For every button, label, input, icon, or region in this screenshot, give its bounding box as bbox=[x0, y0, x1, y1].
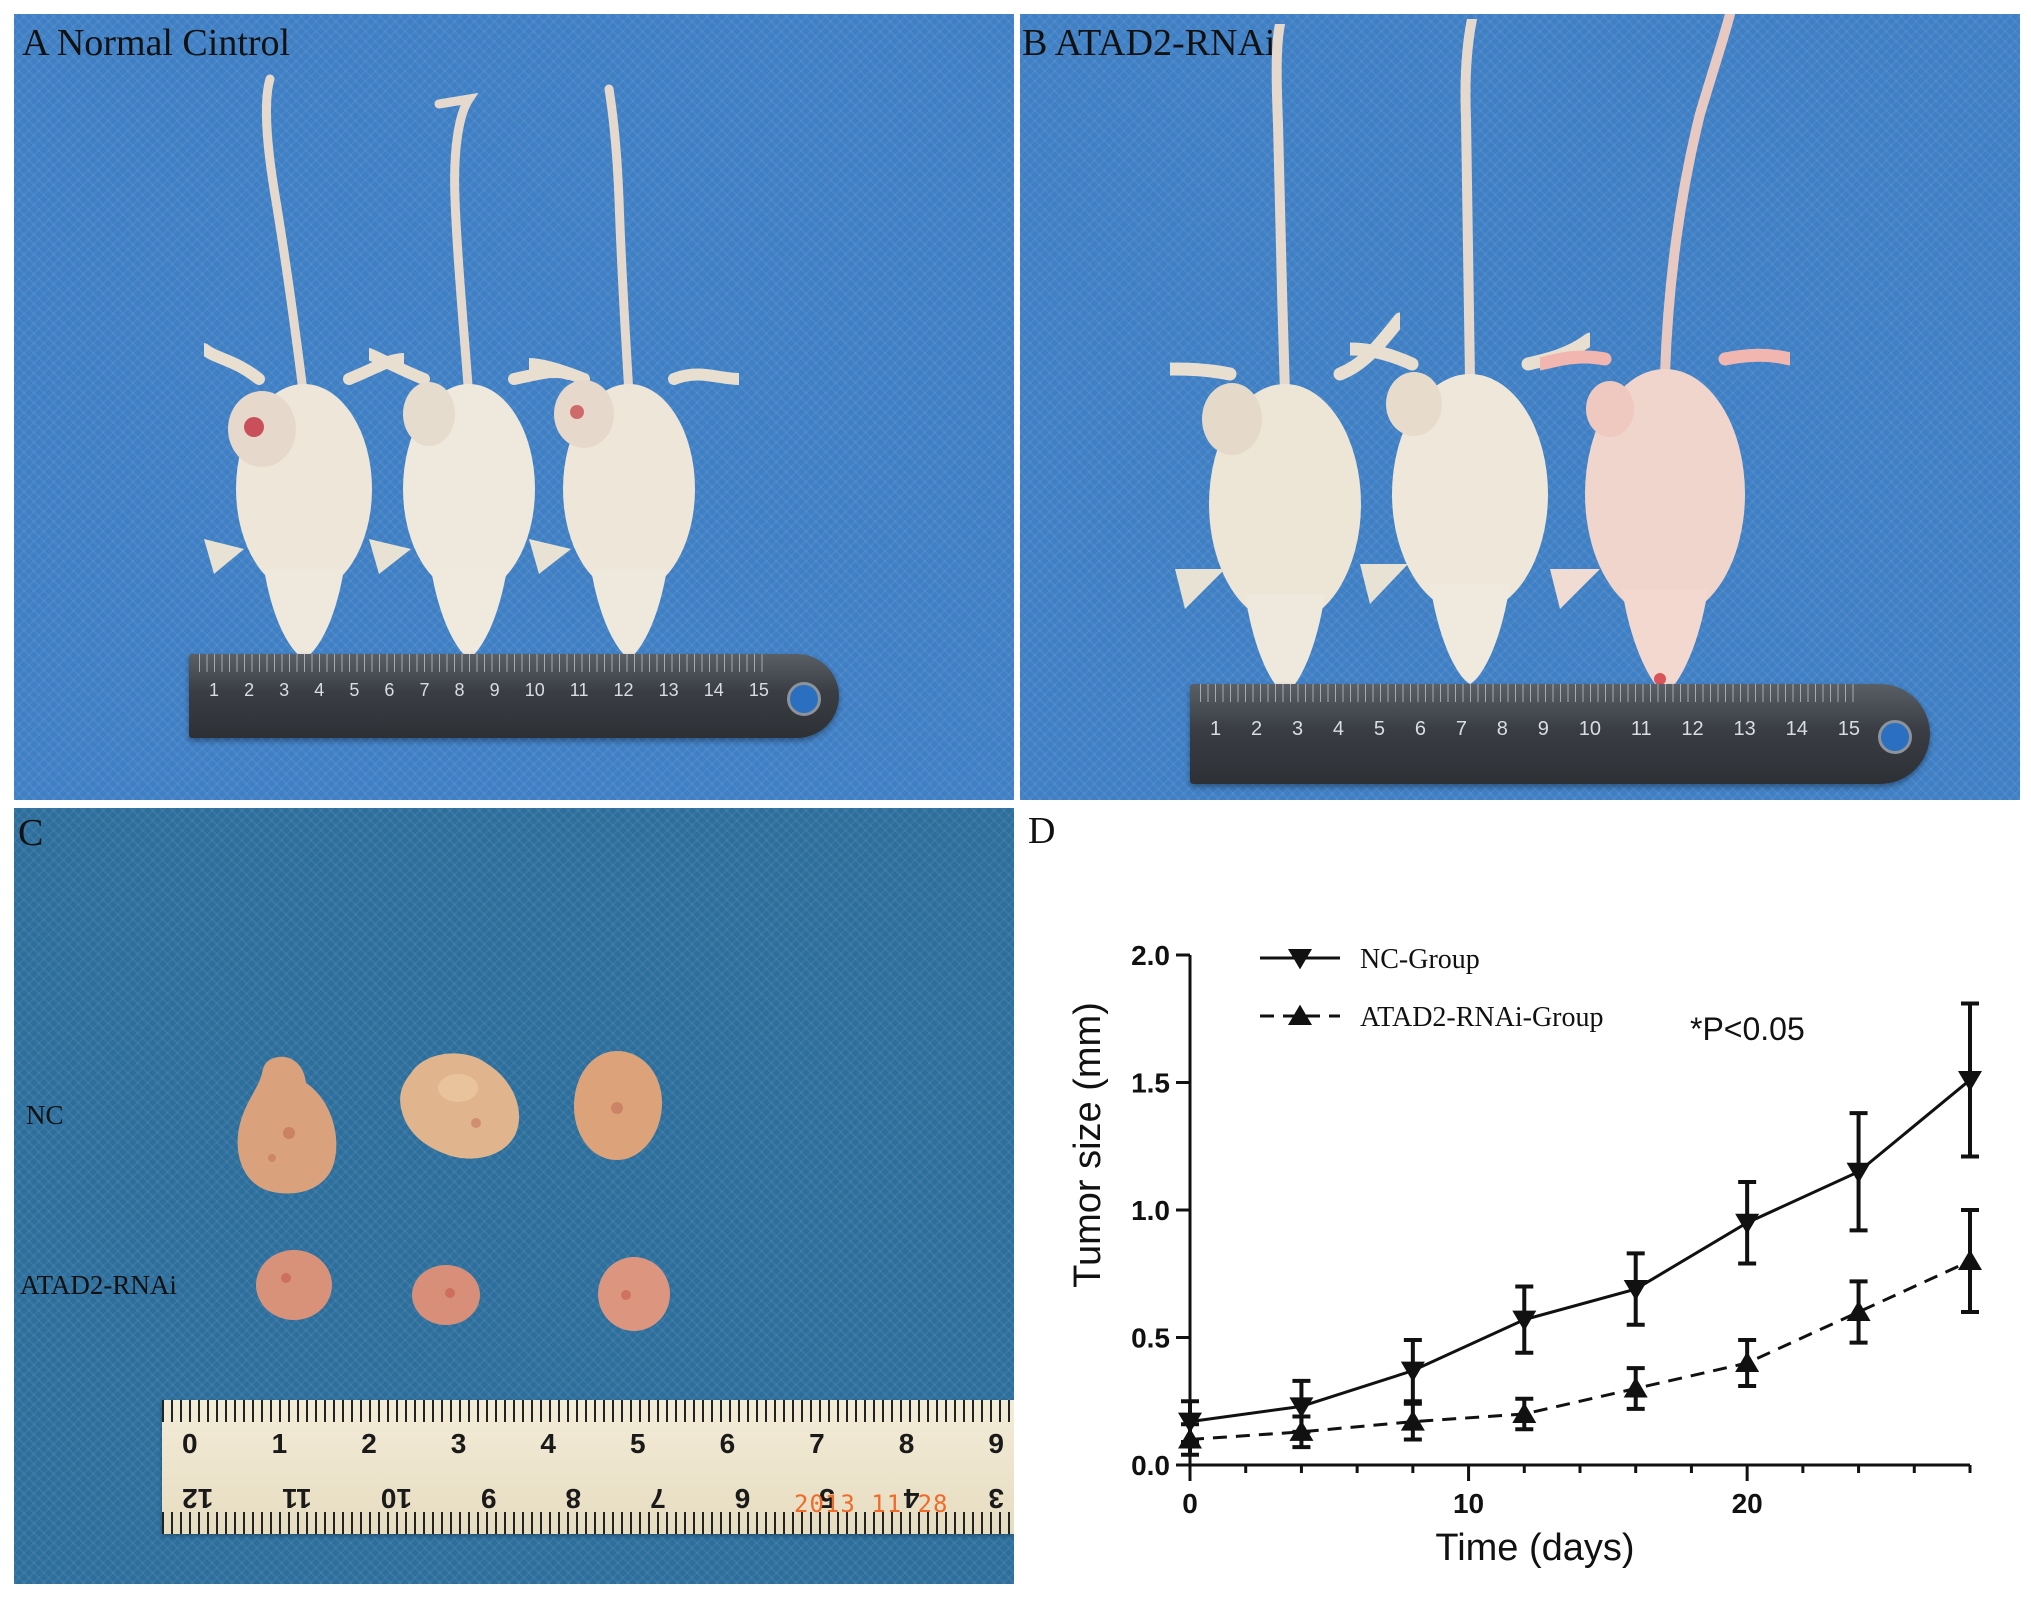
mouse-specimen bbox=[1170, 24, 1400, 694]
ruler-ticks bbox=[1200, 684, 1860, 702]
y-tick-label: 1.5 bbox=[1131, 1068, 1170, 1099]
x-tick-label: 10 bbox=[1453, 1488, 1484, 1519]
legend-label-nc: NC-Group bbox=[1360, 944, 1480, 975]
mouse-specimen bbox=[1350, 19, 1590, 689]
y-tick-label: 2.0 bbox=[1131, 940, 1170, 971]
panel-a-label: A Normal Cintrol bbox=[22, 22, 291, 64]
data-point-atad2 bbox=[1735, 1351, 1760, 1372]
data-point-nc bbox=[1623, 1280, 1648, 1301]
steel-ruler: 1 2 3 4 5 6 7 8 9 10 11 12 13 14 15 bbox=[1190, 684, 1930, 784]
data-point-nc bbox=[1846, 1162, 1871, 1184]
data-point-nc bbox=[1289, 1397, 1314, 1418]
y-tick-label: 0.0 bbox=[1131, 1450, 1170, 1481]
data-point-nc bbox=[1735, 1213, 1760, 1235]
panel-b-label: B ATAD2-RNAi bbox=[1022, 22, 1276, 64]
ruler-hole bbox=[1878, 720, 1912, 754]
tumor-atad2-2 bbox=[412, 1265, 480, 1325]
data-point-atad2 bbox=[1289, 1420, 1314, 1441]
x-tick-label: 20 bbox=[1732, 1488, 1763, 1519]
data-point-nc bbox=[1512, 1310, 1537, 1332]
tumor-nc-1 bbox=[237, 1056, 337, 1194]
date-stamp: 2013 11 28 bbox=[794, 1490, 949, 1518]
ruler-ticks-bottom bbox=[162, 1512, 1014, 1534]
series-layer bbox=[1178, 1001, 1982, 1457]
panel-b-photo: B ATAD2-RNAi bbox=[1020, 14, 2020, 800]
y-tick-label: 0.5 bbox=[1131, 1323, 1170, 1354]
data-point-atad2 bbox=[1958, 1249, 1982, 1270]
panel-a-photo: A Normal Cintrol bbox=[14, 14, 1014, 800]
data-point-atad2 bbox=[1512, 1402, 1537, 1423]
legend-marker-nc bbox=[1288, 949, 1312, 970]
panel-d-label: D bbox=[1028, 810, 1056, 852]
ruler-numbers: 1 2 3 4 5 6 7 8 9 10 11 12 13 14 15 bbox=[1210, 718, 1860, 740]
ruler-ticks-top bbox=[162, 1400, 1014, 1422]
mouse-specimen bbox=[369, 89, 569, 659]
data-point-nc bbox=[1400, 1361, 1425, 1383]
x-axis-label: Time (days) bbox=[1435, 1527, 1634, 1569]
legend-label-atad2: ATAD2-RNAi-Group bbox=[1360, 1002, 1604, 1033]
row-label-atad2-rnai: ATAD2-RNAi bbox=[20, 1270, 177, 1300]
legend-marker-atad2 bbox=[1288, 1004, 1312, 1025]
ruler-hole bbox=[787, 682, 821, 716]
tumor-nc-2 bbox=[400, 1053, 520, 1159]
mouse-specimen bbox=[529, 79, 739, 659]
mouse-specimen bbox=[204, 69, 404, 659]
tumor-nc-3 bbox=[574, 1051, 662, 1160]
tumor-growth-chart: 0.0 0.5 1.0 1.5 2.0 0 10 20 NC-Group ATAD2-RNAi-… bbox=[1067, 940, 1982, 1569]
panel-c-label: C bbox=[18, 812, 44, 854]
ruler-ticks bbox=[199, 654, 769, 672]
mouse-specimen bbox=[1540, 14, 1790, 694]
axes: 0.0 0.5 1.0 1.5 2.0 0 10 20 bbox=[1131, 940, 1972, 1519]
legend: NC-Group ATAD2-RNAi-Group bbox=[1260, 944, 1604, 1033]
ruler-numbers: 1 2 3 4 5 6 7 8 9 10 11 12 13 14 15 bbox=[209, 680, 769, 700]
significance-annotation: *P<0.05 bbox=[1690, 1011, 1805, 1047]
steel-ruler: 1 2 3 4 5 6 7 8 9 10 11 12 13 14 15 bbox=[189, 654, 839, 738]
data-point-atad2 bbox=[1400, 1410, 1425, 1431]
data-point-nc bbox=[1958, 1070, 1982, 1092]
row-label-nc: NC bbox=[26, 1100, 64, 1130]
data-point-atad2 bbox=[1846, 1300, 1871, 1321]
y-axis-label: Tumor size (mm) bbox=[1067, 1002, 1109, 1288]
y-tick-label: 1.0 bbox=[1131, 1195, 1170, 1226]
data-point-atad2 bbox=[1623, 1377, 1648, 1398]
tumor-atad2-1 bbox=[256, 1250, 332, 1320]
x-tick-label: 0 bbox=[1182, 1488, 1198, 1519]
series-line-atad2 bbox=[1189, 1259, 1971, 1441]
data-point-atad2 bbox=[1178, 1428, 1202, 1449]
tumor-atad2-3 bbox=[598, 1257, 670, 1331]
series-line-nc bbox=[1189, 1078, 1971, 1424]
